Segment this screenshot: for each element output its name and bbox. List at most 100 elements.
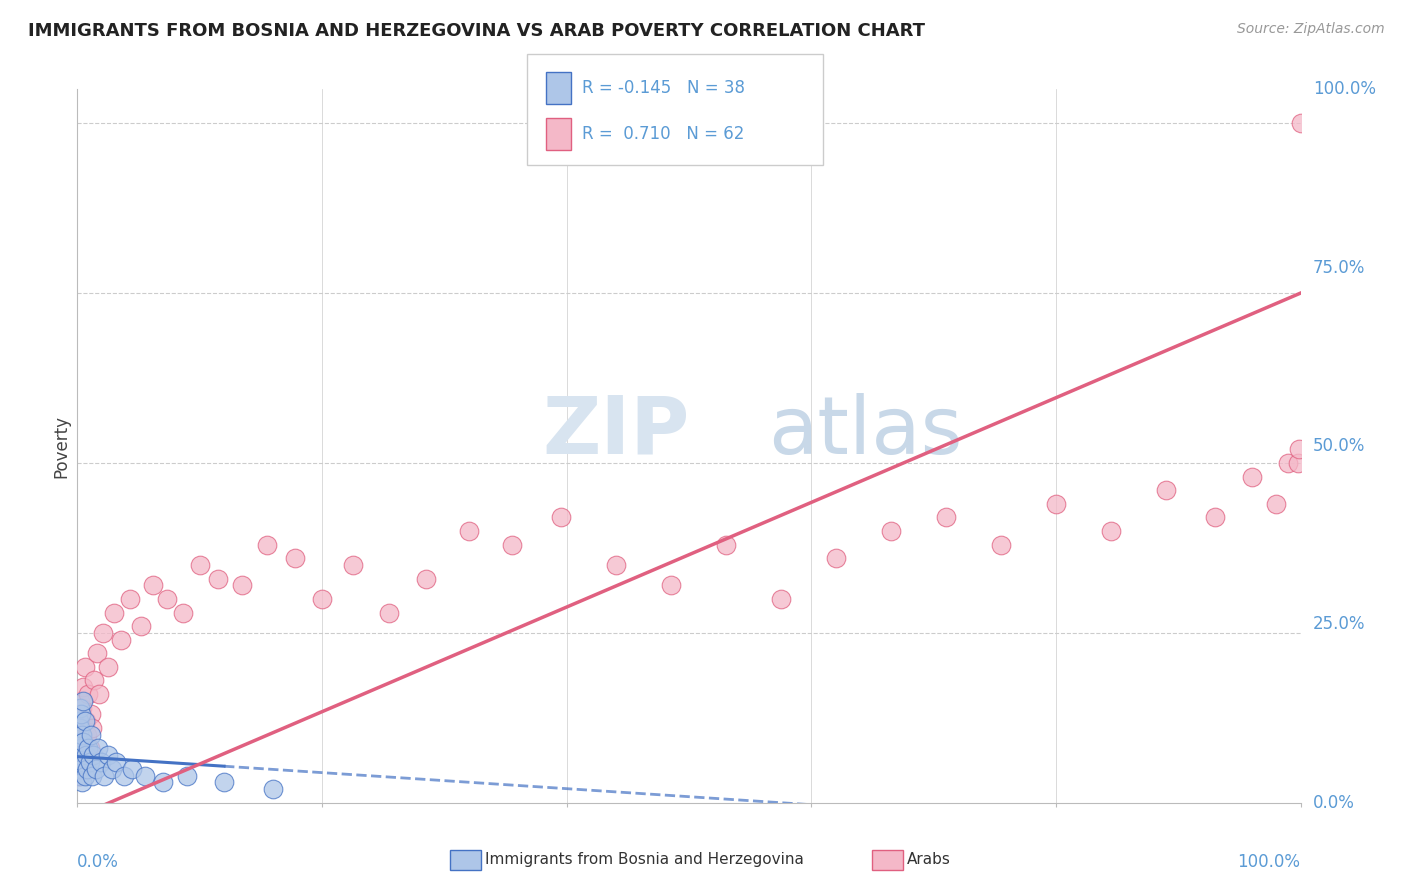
Point (91, 626, 114, 640)
Text: 25.0%: 25.0% (1313, 615, 1365, 633)
Point (256, 537, 278, 551)
Point (70, 762, 93, 776)
Point (207, 572, 229, 586)
Point (118, 591, 141, 606)
Point (79, 741, 101, 756)
Point (86, 646, 108, 660)
Point (69, 748, 91, 763)
Text: IMMIGRANTS FROM BOSNIA AND HERZEGOVINA VS ARAB POVERTY CORRELATION CHART: IMMIGRANTS FROM BOSNIA AND HERZEGOVINA V… (28, 22, 925, 40)
Point (69, 700, 91, 714)
Text: 0.0%: 0.0% (77, 853, 120, 871)
Point (79, 755, 101, 769)
Text: Arabs: Arabs (907, 853, 950, 867)
Point (134, 769, 156, 783)
Point (142, 578, 165, 592)
Point (80, 769, 103, 783)
Point (100, 762, 122, 776)
Point (72, 680, 94, 694)
Point (550, 510, 572, 524)
Point (103, 606, 125, 620)
Point (76, 728, 98, 742)
Point (84, 762, 107, 776)
Point (105, 755, 128, 769)
Point (69, 755, 91, 769)
Point (70, 762, 93, 776)
Point (69, 769, 91, 783)
Point (1045, 497, 1067, 511)
Point (1265, 497, 1288, 511)
Text: 50.0%: 50.0% (1313, 437, 1365, 455)
Text: atlas: atlas (769, 392, 963, 471)
Text: 0.0%: 0.0% (1313, 794, 1354, 812)
Point (262, 782, 284, 797)
Point (156, 591, 179, 606)
Point (75, 714, 97, 729)
Text: 100.0%: 100.0% (1237, 853, 1301, 871)
Point (72, 734, 94, 748)
Point (659, 578, 682, 592)
Point (70, 707, 93, 722)
Point (342, 558, 364, 572)
Text: R =  0.710   N = 62: R = 0.710 N = 62 (582, 125, 744, 144)
Point (69, 694, 91, 708)
Point (97, 660, 120, 674)
Text: 75.0%: 75.0% (1313, 259, 1365, 277)
Point (378, 606, 401, 620)
Text: 100.0%: 100.0% (1313, 80, 1376, 98)
Point (1204, 510, 1226, 524)
Point (605, 558, 627, 572)
Point (70, 728, 93, 742)
Point (73, 769, 96, 783)
Point (935, 510, 957, 524)
Point (415, 572, 437, 586)
Point (176, 769, 198, 783)
Point (70, 748, 93, 763)
Point (284, 551, 307, 566)
Text: Immigrants from Bosnia and Herzegovina: Immigrants from Bosnia and Herzegovina (485, 853, 804, 867)
Point (73, 714, 96, 729)
Point (83, 673, 105, 688)
Point (80, 707, 103, 722)
Text: R = -0.145   N = 38: R = -0.145 N = 38 (582, 79, 745, 97)
Point (93, 769, 115, 783)
Point (70, 700, 93, 714)
Point (172, 606, 194, 620)
Point (1286, 456, 1309, 470)
Point (67, 734, 90, 748)
Point (714, 537, 737, 551)
Point (97, 748, 120, 763)
Point (80, 721, 103, 735)
Point (231, 578, 253, 592)
Point (1288, 442, 1310, 457)
Point (67, 755, 90, 769)
Point (67, 714, 90, 729)
Point (89, 687, 111, 701)
Point (77, 741, 100, 756)
Point (1154, 483, 1177, 498)
Point (70, 741, 93, 756)
Point (67, 707, 90, 722)
Point (69, 728, 91, 742)
Y-axis label: Poverty: Poverty (52, 415, 70, 477)
Point (70, 714, 93, 729)
Point (1240, 469, 1263, 483)
Point (129, 619, 152, 633)
Point (188, 558, 211, 572)
Point (82, 748, 104, 763)
Point (1277, 456, 1299, 470)
Point (73, 660, 96, 674)
Point (769, 591, 792, 606)
Point (67, 769, 90, 783)
Point (457, 524, 479, 538)
Point (72, 755, 94, 769)
Point (1289, 116, 1312, 130)
Point (67, 741, 90, 756)
Point (77, 687, 100, 701)
Point (212, 775, 235, 789)
Point (87, 741, 110, 756)
Point (80, 728, 103, 742)
Point (110, 632, 132, 647)
Point (1099, 524, 1122, 538)
Point (880, 524, 903, 538)
Point (75, 748, 97, 763)
